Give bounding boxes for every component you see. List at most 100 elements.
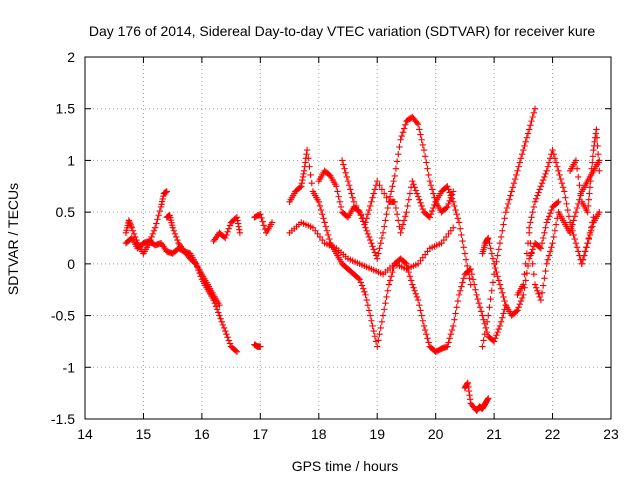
data-point-trace-7: [473, 291, 480, 299]
data-point-trace-7: [364, 302, 372, 309]
x-tick-label: 14: [77, 426, 93, 442]
data-point-trace-14: [534, 287, 541, 294]
data-point-trace-7: [459, 279, 466, 286]
data-point-trace-8: [427, 182, 435, 189]
data-point-trace-13: [542, 224, 549, 231]
data-point-trace-16: [577, 190, 584, 197]
data-point-trace-10: [409, 177, 416, 185]
data-point-trace-8: [430, 190, 437, 197]
y-ticks: -1.5 -1 -0.5 0 0.5 1 1.5 2: [51, 49, 611, 427]
data-point-trace-15: [544, 163, 552, 170]
data-point-trace-10: [416, 196, 423, 203]
data-point-trace-11: [484, 396, 491, 403]
data-point-trace-10: [444, 183, 451, 190]
data-point-trace-2: [158, 201, 165, 208]
data-point-trace-8: [424, 165, 431, 172]
data-point-trace-14: [549, 239, 556, 247]
data-point-trace-4: [235, 223, 242, 230]
data-point-trace-10: [457, 225, 464, 232]
data-point-trace-13: [543, 219, 550, 226]
data-point-trace-13: [536, 244, 543, 251]
data-point-trace-12: [504, 200, 512, 208]
data-point-trace-10: [467, 281, 474, 288]
data-point-trace-8: [416, 126, 423, 133]
data-point-trace-7: [480, 316, 487, 323]
data-point-trace-10: [466, 275, 473, 282]
x-gridlines: [142, 57, 554, 419]
data-point-trace-6: [258, 214, 265, 222]
data-point-trace-7: [365, 307, 373, 314]
data-point-trace-2: [128, 224, 135, 231]
data-point-trace-17: [586, 231, 594, 239]
data-point-trace-7: [479, 312, 486, 319]
data-point-trace-13: [515, 304, 522, 311]
data-point-trace-7: [416, 302, 423, 309]
data-point-trace-15: [527, 219, 534, 226]
data-point-trace-15: [575, 248, 582, 255]
data-point-trace-13: [486, 239, 493, 247]
data-point-trace-7: [303, 151, 310, 158]
data-point-trace-12: [516, 159, 524, 166]
data-point-trace-3: [216, 302, 223, 309]
data-point-trace-6: [259, 218, 266, 225]
data-point-trace-16: [584, 208, 591, 216]
data-point-trace-9: [450, 224, 457, 231]
data-point-trace-3: [174, 236, 181, 244]
data-point-trace-7: [412, 290, 419, 298]
data-point-trace-7: [381, 306, 388, 313]
data-point-trace-10: [412, 187, 419, 194]
data-point-trace-15: [542, 170, 549, 178]
data-point-trace-10: [405, 196, 412, 203]
data-point-trace-17: [582, 248, 589, 255]
data-point-trace-2: [153, 220, 160, 227]
data-point-trace-11: [465, 383, 472, 391]
data-point-trace-12: [500, 221, 507, 228]
data-point-trace-8: [389, 183, 396, 190]
data-point-trace-12: [522, 138, 529, 146]
data-point-trace-7: [418, 312, 425, 319]
data-point-trace-1: [226, 340, 234, 347]
data-point-trace-15: [531, 198, 539, 205]
data-point-trace-15: [540, 176, 547, 184]
data-point-trace-15: [528, 214, 535, 221]
data-point-trace-8: [398, 132, 405, 140]
data-point-trace-16: [572, 157, 580, 164]
data-point-trace-8: [420, 146, 428, 154]
data-point-trace-4: [222, 234, 229, 242]
data-point-trace-10: [345, 182, 353, 189]
data-point-trace-8: [383, 211, 390, 218]
data-point-trace-7: [356, 276, 363, 283]
data-point-trace-1: [222, 327, 229, 335]
data-point-trace-8: [450, 188, 457, 195]
data-point-trace-1: [216, 312, 223, 319]
data-point-trace-10: [397, 229, 404, 237]
data-point-trace-14: [521, 271, 528, 278]
data-point-trace-3: [170, 227, 178, 234]
data-point-trace-4: [236, 229, 244, 237]
data-point-trace-7: [413, 293, 421, 301]
data-point-trace-13: [500, 293, 507, 301]
data-point-trace-16: [590, 146, 597, 154]
data-point-trace-17: [580, 252, 588, 259]
data-point-trace-13: [489, 255, 497, 262]
data-point-trace-1: [233, 348, 241, 355]
data-point-trace-12: [517, 155, 525, 162]
data-point-trace-7: [358, 282, 366, 289]
data-point-trace-7: [357, 279, 365, 286]
data-point-trace-1: [224, 334, 231, 341]
data-point-trace-7: [495, 325, 502, 333]
data-point-trace-6: [257, 211, 264, 218]
data-point-trace-10: [431, 201, 438, 209]
data-point-trace-7: [496, 322, 504, 330]
data-point-trace-15: [537, 183, 545, 190]
data-point-trace-10: [357, 211, 365, 218]
data-point-trace-7: [385, 281, 393, 288]
data-point-trace-10: [399, 221, 407, 228]
data-point-trace-10: [404, 202, 411, 210]
data-point-trace-14: [550, 233, 557, 241]
data-point-trace-8: [375, 250, 382, 257]
data-point-trace-10: [410, 181, 417, 188]
data-point-trace-7: [382, 299, 389, 307]
data-point-trace-7: [324, 231, 332, 239]
data-point-trace-2: [146, 239, 153, 247]
